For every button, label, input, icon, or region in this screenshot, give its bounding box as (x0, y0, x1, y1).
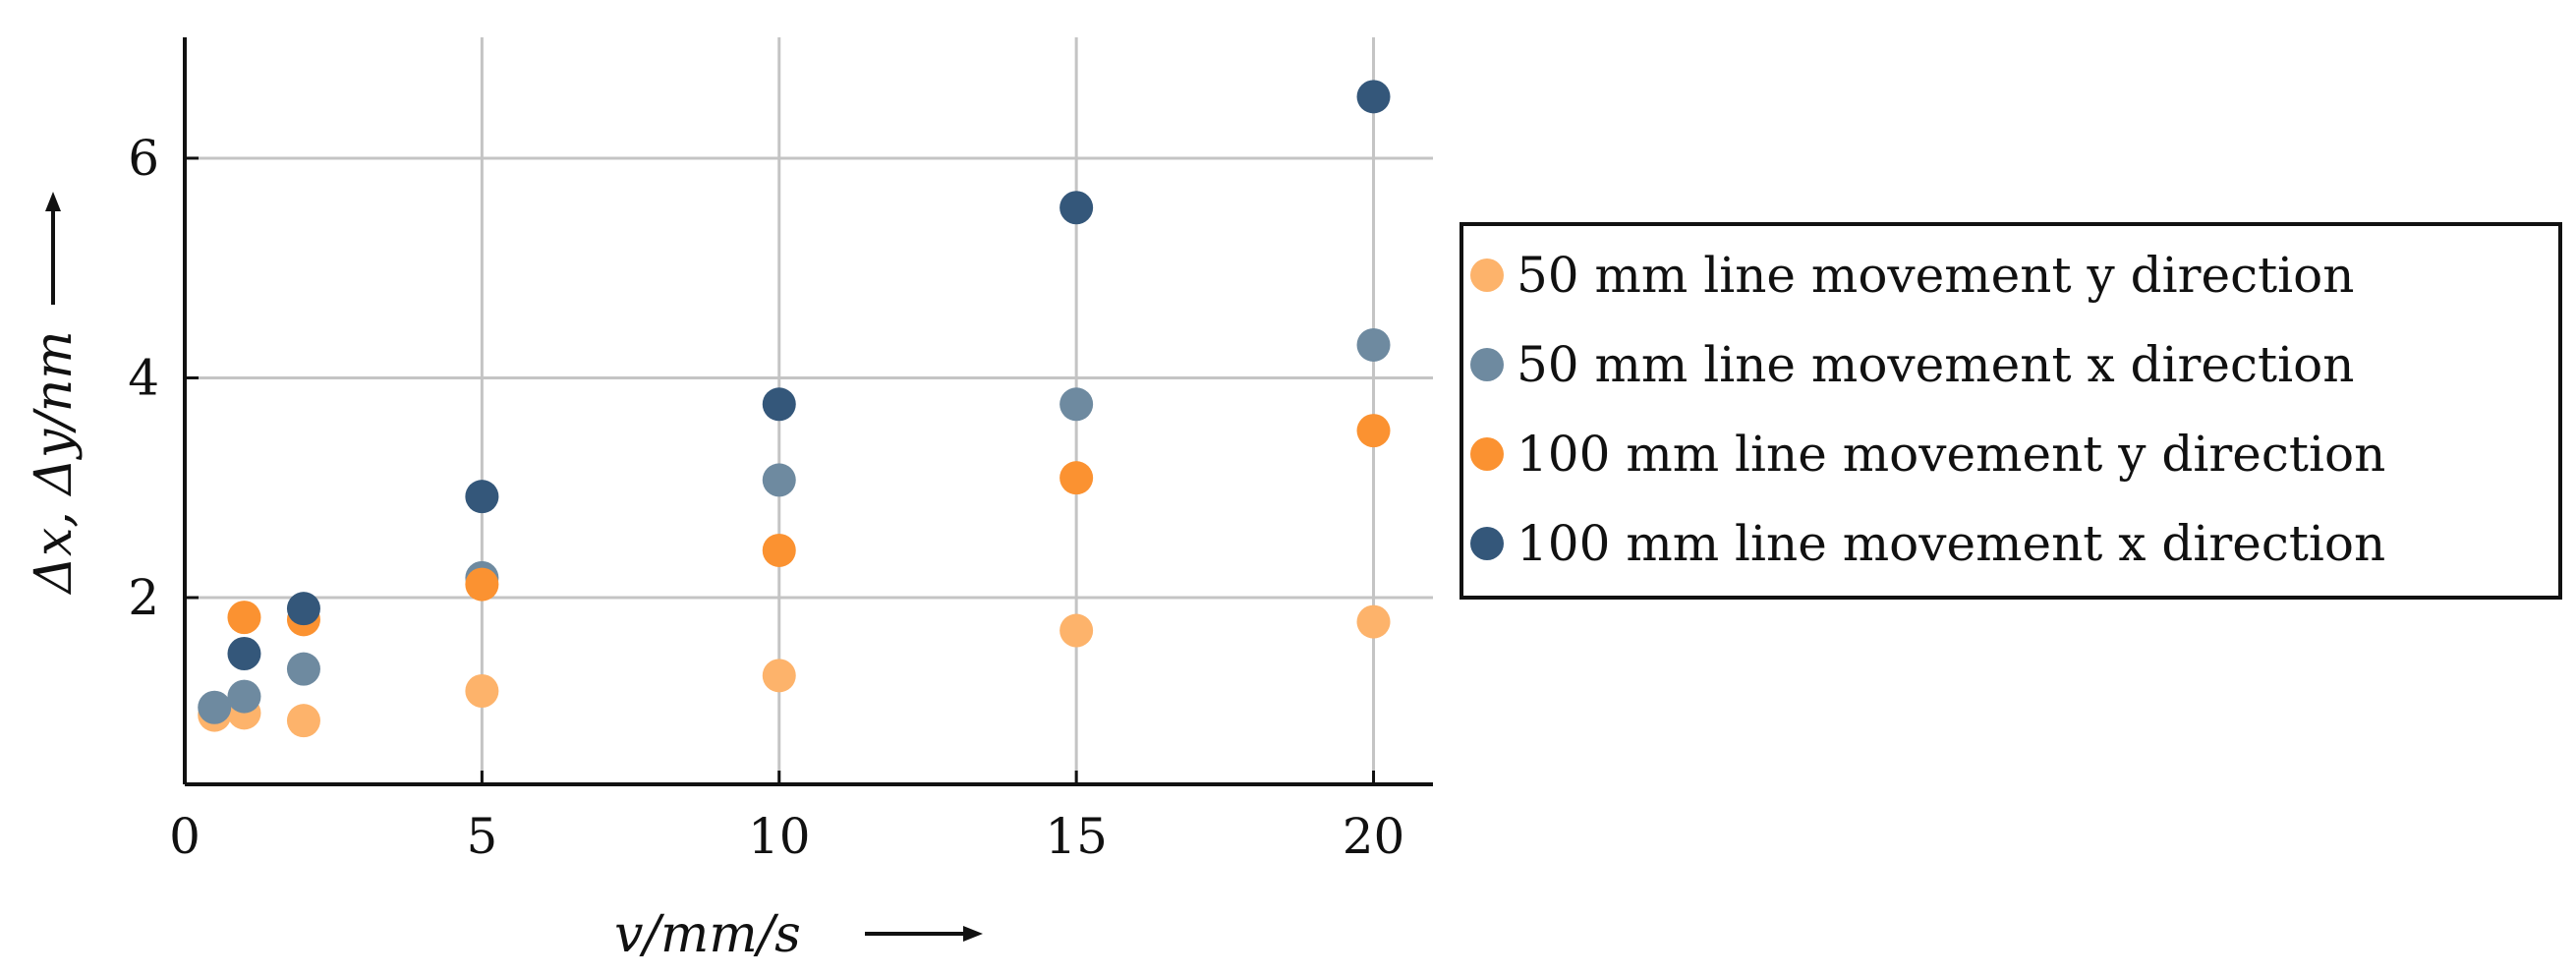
y-tick-label: 4 (128, 349, 159, 406)
x-tick-label: 20 (1343, 808, 1405, 865)
data-point-series-1 (1059, 613, 1094, 648)
data-point-series-2 (198, 690, 232, 724)
legend-label-series-2: 50 mm line movement x direction (1517, 336, 2354, 393)
data-point-series-4 (1356, 80, 1391, 114)
data-point-series-1 (465, 674, 499, 708)
x-axis-title: v/mm/s (614, 905, 801, 964)
legend-label-series-1: 50 mm line movement y direction (1517, 247, 2354, 304)
data-point-series-4 (762, 387, 796, 422)
x-tick-label: 0 (169, 808, 200, 865)
data-points (198, 80, 1391, 738)
tick-labels: 0 5 10 15 20 2 4 6 (128, 130, 1404, 865)
x-axis-arrowhead (963, 926, 983, 942)
data-point-series-1 (762, 659, 796, 693)
legend-marker-series-4 (1470, 527, 1504, 560)
legend-label-series-4: 100 mm line movement x direction (1517, 515, 2385, 572)
legend-marker-series-3 (1470, 437, 1504, 471)
data-point-series-1 (286, 704, 320, 738)
data-point-series-4 (465, 480, 499, 514)
x-tick-label: 15 (1045, 808, 1108, 865)
data-point-series-1 (1356, 604, 1391, 639)
data-point-series-4 (286, 592, 320, 626)
y-tick-label: 6 (128, 130, 159, 187)
legend-label-series-3: 100 mm line movement y direction (1517, 426, 2385, 483)
legend-marker-series-1 (1470, 258, 1504, 292)
data-point-series-2 (1059, 387, 1094, 422)
y-axis-arrowhead (45, 192, 61, 211)
data-point-series-4 (1059, 191, 1094, 225)
data-point-series-2 (286, 652, 320, 686)
data-point-series-2 (227, 679, 261, 714)
data-point-series-3 (465, 567, 499, 602)
data-point-series-3 (227, 601, 261, 635)
legend-box (1460, 222, 2562, 600)
data-point-series-2 (1356, 327, 1391, 362)
axes-layer (183, 37, 1433, 786)
y-tick-label: 2 (128, 569, 159, 626)
data-point-series-2 (762, 463, 796, 497)
x-tick-label: 10 (748, 808, 811, 865)
y-axis-title: Δx, Δy/nm (25, 330, 84, 595)
data-point-series-4 (227, 637, 261, 670)
legend-marker-series-2 (1470, 348, 1504, 381)
data-point-series-3 (1356, 414, 1391, 448)
legend: 50 mm line movement y direction 50 mm lin… (1460, 222, 2562, 600)
data-point-series-3 (1059, 461, 1094, 495)
grid-layer (185, 37, 1433, 784)
x-tick-label: 5 (466, 808, 497, 865)
data-point-series-3 (762, 533, 796, 567)
